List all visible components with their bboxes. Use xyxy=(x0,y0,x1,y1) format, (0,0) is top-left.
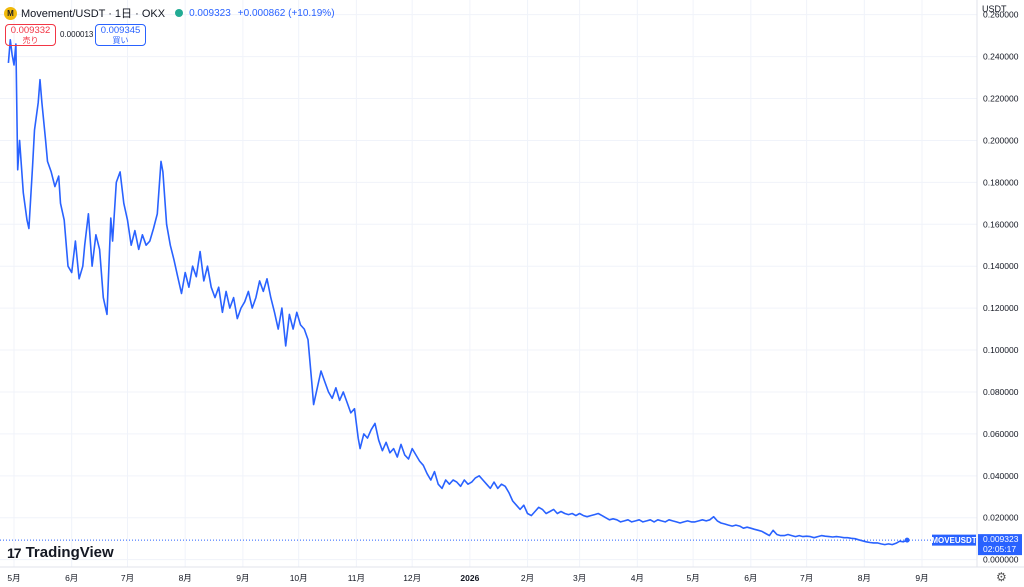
y-tick-label: 0.120000 xyxy=(983,303,1019,313)
x-tick-label: 4月 xyxy=(631,573,644,583)
svg-text:0.009323: 0.009323 xyxy=(983,534,1019,544)
tradingview-mark-icon: 17 xyxy=(7,544,22,561)
y-tick-label: 0.100000 xyxy=(983,345,1019,355)
svg-text:MOVEUSDT: MOVEUSDT xyxy=(931,536,976,545)
x-tick-label: 8月 xyxy=(858,573,871,583)
grid xyxy=(0,0,977,567)
x-tick-label: 10月 xyxy=(290,573,308,583)
x-tick-label: 3月 xyxy=(573,573,586,583)
current-price: 0.009323 xyxy=(189,7,231,19)
x-tick-label: 5月 xyxy=(687,573,700,583)
x-tick-label: 12月 xyxy=(403,573,421,583)
chart-legend: M Movement/USDT · 1日 · OKX 0.009323 +0.0… xyxy=(4,5,335,21)
y-tick-label: 0.020000 xyxy=(983,513,1019,523)
gear-icon[interactable]: ⚙ xyxy=(996,570,1007,584)
x-tick-label: 2月 xyxy=(521,573,534,583)
y-tick-label: 0.080000 xyxy=(983,387,1019,397)
last-price-dot xyxy=(904,537,910,543)
x-tick-label: 6月 xyxy=(744,573,757,583)
x-tick-label: 5月 xyxy=(7,573,20,583)
last-price-tag: 0.009323 02:05:17 xyxy=(978,534,1022,556)
svg-text:02:05:17: 02:05:17 xyxy=(983,544,1016,554)
y-tick-label: 0.220000 xyxy=(983,94,1019,104)
x-tick-label: 7月 xyxy=(121,573,134,583)
time-axis[interactable]: 5月 6月 7月 8月 9月 10月 11月 12月 2026 2月 3月 4月 5月 6月 7月 8月 9月 xyxy=(7,573,928,583)
x-tick-label: 9月 xyxy=(236,573,249,583)
symbol-title[interactable]: Movement/USDT · 1日 · OKX xyxy=(21,8,166,20)
y-tick-label: 0.000000 xyxy=(983,555,1019,565)
spread-value: 0.000013 xyxy=(60,30,94,39)
buy-label: 買い xyxy=(112,36,129,45)
buy-button[interactable]: 0.009345 買い xyxy=(95,24,146,46)
sell-button[interactable]: 0.009332 売り xyxy=(5,24,56,46)
y-tick-label: 0.180000 xyxy=(983,177,1019,187)
price-series-line xyxy=(7,39,908,546)
y-tick-label: 0.040000 xyxy=(983,471,1019,481)
x-tick-label: 6月 xyxy=(65,573,78,583)
y-tick-label: 0.200000 xyxy=(983,135,1019,145)
price-change: +0.000862 (+10.19%) xyxy=(237,7,335,19)
y-tick-label: 0.260000 xyxy=(983,10,1019,20)
y-tick-label: 0.140000 xyxy=(983,261,1019,271)
x-tick-label: 9月 xyxy=(915,573,928,583)
x-tick-label: 7月 xyxy=(800,573,813,583)
symbol-label: MOVEUSDT xyxy=(931,534,977,546)
sell-label: 売り xyxy=(22,36,39,45)
y-tick-label: 0.060000 xyxy=(983,429,1019,439)
buy-price: 0.009345 xyxy=(100,25,141,36)
sell-price: 0.009332 xyxy=(10,25,51,36)
market-status-icon xyxy=(175,9,184,17)
x-tick-label: 11月 xyxy=(348,573,365,583)
tradingview-logo[interactable]: 17 TradingView xyxy=(7,544,114,561)
x-tick-label: 2026 xyxy=(460,573,479,583)
x-tick-label: 8月 xyxy=(179,573,192,583)
y-tick-label: 0.240000 xyxy=(983,52,1019,62)
coin-logo-icon: M xyxy=(4,6,17,20)
price-axis[interactable]: 0.260000 0.240000 0.220000 0.200000 0.180000… xyxy=(983,10,1019,565)
currency-selector[interactable]: USDT xyxy=(982,4,1007,14)
y-tick-label: 0.160000 xyxy=(983,219,1019,229)
